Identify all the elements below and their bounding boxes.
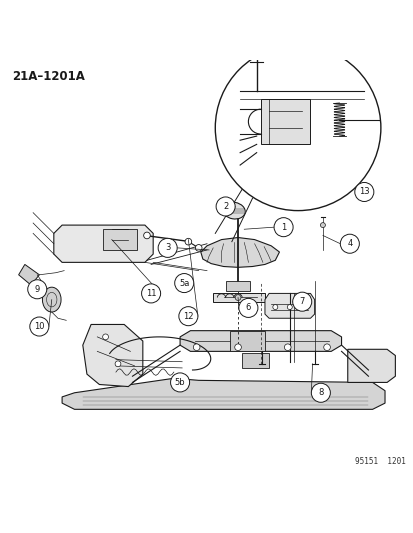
Circle shape	[354, 182, 373, 201]
Circle shape	[284, 344, 290, 351]
Polygon shape	[180, 330, 341, 351]
Circle shape	[170, 373, 189, 392]
Circle shape	[320, 223, 325, 228]
Circle shape	[141, 284, 160, 303]
Circle shape	[185, 238, 191, 245]
Text: 13: 13	[358, 188, 369, 197]
Circle shape	[195, 245, 202, 251]
Circle shape	[234, 344, 241, 351]
Circle shape	[28, 280, 47, 299]
Text: 95151  1201: 95151 1201	[354, 457, 405, 466]
Text: 11: 11	[145, 289, 156, 298]
Bar	[225, 281, 250, 292]
Text: 6: 6	[245, 303, 250, 312]
Polygon shape	[54, 225, 153, 262]
Circle shape	[339, 234, 358, 253]
Circle shape	[287, 304, 292, 310]
Text: 4: 4	[347, 239, 351, 248]
Circle shape	[311, 383, 330, 402]
Bar	[242, 353, 268, 368]
Circle shape	[235, 295, 240, 301]
Text: 10: 10	[34, 322, 45, 331]
Text: 12: 12	[183, 312, 193, 321]
Text: 2: 2	[223, 202, 228, 211]
Circle shape	[238, 298, 257, 318]
Circle shape	[273, 217, 292, 237]
Polygon shape	[229, 330, 264, 351]
Text: 8: 8	[318, 388, 323, 397]
Text: 21A–1201A: 21A–1201A	[12, 70, 85, 83]
Circle shape	[301, 304, 306, 310]
Circle shape	[216, 197, 235, 216]
Circle shape	[174, 273, 193, 293]
Text: 7: 7	[299, 297, 304, 306]
Polygon shape	[19, 264, 39, 285]
Text: 5a: 5a	[178, 279, 189, 288]
Circle shape	[158, 238, 177, 257]
Ellipse shape	[222, 202, 244, 219]
Circle shape	[143, 232, 150, 239]
Circle shape	[292, 292, 311, 311]
Circle shape	[193, 344, 199, 351]
Text: 5b: 5b	[174, 378, 185, 387]
Text: 9: 9	[35, 285, 40, 294]
Ellipse shape	[43, 287, 61, 312]
Circle shape	[272, 304, 277, 310]
Polygon shape	[83, 325, 142, 386]
Circle shape	[215, 45, 380, 211]
Polygon shape	[347, 349, 394, 382]
Circle shape	[102, 334, 108, 340]
Polygon shape	[264, 293, 314, 318]
Text: 3: 3	[165, 244, 170, 252]
Bar	[103, 229, 136, 250]
Polygon shape	[260, 99, 310, 144]
Circle shape	[30, 317, 49, 336]
Circle shape	[178, 306, 197, 326]
Polygon shape	[200, 238, 279, 268]
Circle shape	[115, 361, 121, 367]
Text: 1: 1	[280, 223, 285, 232]
Polygon shape	[213, 293, 264, 302]
Circle shape	[323, 344, 330, 351]
Polygon shape	[62, 378, 384, 409]
